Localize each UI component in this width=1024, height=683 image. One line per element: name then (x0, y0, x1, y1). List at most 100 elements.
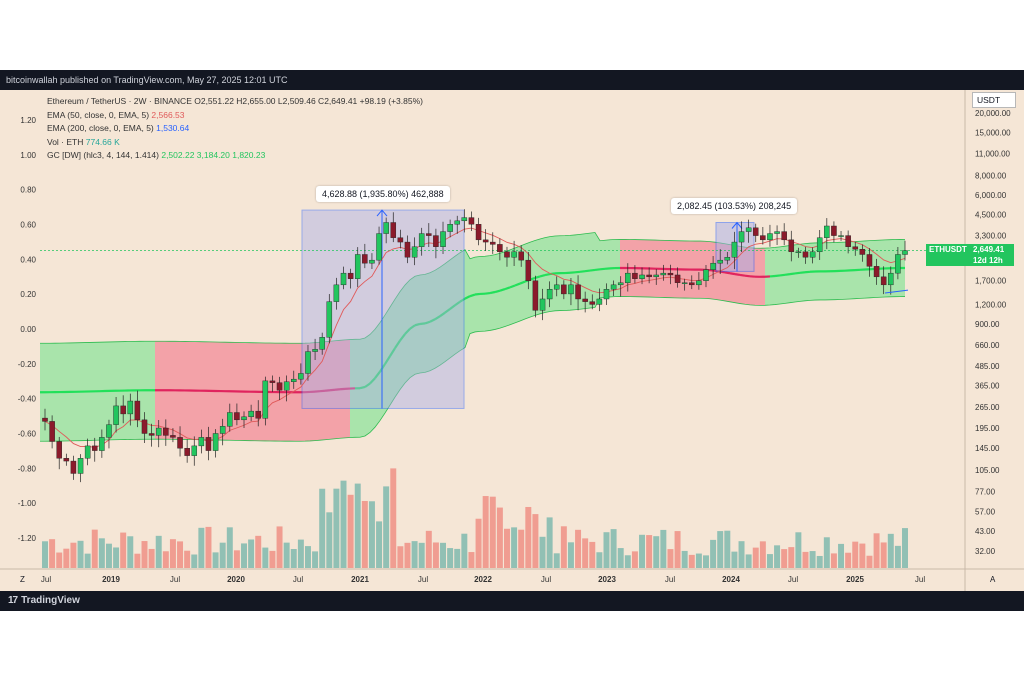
gaussian-center-segment-147 (774, 274, 781, 278)
auto-scale-right-button[interactable]: A (990, 575, 996, 584)
candle-body-1 (49, 421, 55, 442)
volume-bar-9 (105, 543, 112, 568)
candle-body-49 (390, 222, 397, 238)
candle-body-11 (120, 405, 126, 415)
candle-body-97 (731, 241, 738, 258)
candle-body-36 (298, 373, 304, 380)
chart-pane[interactable] (0, 90, 1024, 591)
gaussian-center-segment-86 (469, 293, 476, 298)
volume-bar-19 (177, 541, 184, 568)
price-chart[interactable]: 20,000.00 15,000.00 11,000.00 8,000.00 6,000… (0, 90, 1024, 591)
auto-scale-left-button[interactable]: Z (20, 575, 25, 584)
candle-body-38 (312, 349, 318, 352)
x-axis-tick-3: 2020 (227, 575, 245, 584)
volume-bar-100 (752, 547, 759, 568)
gaussian-center-segment-76 (419, 322, 426, 326)
support-trendline (884, 289, 909, 294)
volume-bar-22 (198, 527, 205, 568)
volume-bar-110 (823, 537, 830, 568)
volume-bar-115 (859, 543, 866, 568)
gc-values: 2,502.22 3,184.20 1,820.23 (161, 150, 266, 161)
x-axis-tick-4: Jul (293, 575, 303, 584)
candle-body-90 (681, 282, 688, 284)
candle-body-73 (561, 284, 567, 295)
right-axis-tick-4: 6,000.00 (975, 191, 1007, 200)
candle-body-46 (369, 259, 375, 264)
left-axis-tick-4: 0.40 (20, 255, 36, 264)
candle-body-78 (596, 298, 603, 305)
gaussian-center-segment-85 (464, 295, 471, 300)
gaussian-center-segment-139 (734, 273, 741, 277)
right-axis-tick-17: 105.00 (975, 466, 1000, 475)
volume-bar-98 (738, 541, 745, 568)
right-axis-tick-1: 15,000.00 (975, 129, 1011, 138)
last-price-tag: ETHUSDT 2,649.41 12d 12h (926, 244, 1014, 266)
currency-button[interactable]: USDT (972, 92, 1016, 108)
volume-bar-102 (766, 554, 773, 568)
footer-brand: TradingView (21, 595, 80, 606)
volume-bar-1 (49, 539, 56, 568)
volume-bar-76 (582, 538, 589, 568)
volume-bar-15 (148, 548, 155, 568)
candle-body-106 (795, 251, 802, 254)
gaussian-center-segment-92 (499, 288, 506, 292)
candle-body-23 (205, 437, 212, 451)
gaussian-center-segment-151 (794, 271, 801, 275)
volume-bar-62 (482, 496, 489, 568)
candle-body-84 (639, 274, 645, 279)
volume-bar-111 (830, 553, 837, 568)
legend-volume-row[interactable]: Vol · ETH 774.66 K (47, 136, 423, 150)
candle-body-95 (717, 259, 723, 264)
gaussian-center-segment-64 (359, 385, 366, 390)
candle-body-96 (724, 257, 731, 261)
volume-bar-54 (425, 530, 432, 568)
volume-bar-38 (312, 551, 319, 568)
candle-body-103 (774, 231, 780, 234)
right-axis-tick-8: 1,700.00 (975, 277, 1007, 286)
candle-body-83 (632, 272, 638, 279)
candle-body-85 (646, 274, 652, 278)
candle-body-29 (248, 410, 254, 418)
volume-bar-34 (283, 542, 290, 568)
candle-body-43 (347, 272, 354, 279)
volume-bar-37 (304, 546, 311, 568)
x-axis-tick-7: 2022 (474, 575, 492, 584)
candle-body-82 (625, 272, 631, 283)
gaussian-center-segment-148 (779, 273, 786, 277)
candle-body-47 (376, 233, 382, 261)
gaussian-center-segment-81 (444, 308, 451, 314)
legend-symbol-row[interactable]: Ethereum / TetherUS · 2W · BINANCE O2,55… (47, 95, 423, 109)
publish-line: bitcoinwallah published on TradingView.c… (6, 75, 288, 85)
x-axis-tick-0: Jul (41, 575, 51, 584)
candle-body-114 (852, 246, 859, 250)
candle-body-39 (319, 337, 325, 350)
legend-ema200-row[interactable]: EMA (200, close, 0, EMA, 5) 1,530.64 (47, 122, 423, 136)
volume-bar-112 (838, 543, 845, 568)
gaussian-center-segment-134 (709, 269, 716, 272)
volume-bar-28 (241, 543, 247, 568)
candle-body-10 (113, 405, 119, 425)
volume-bar-36 (297, 539, 304, 568)
volume-bar-53 (418, 542, 425, 568)
volume-bar-89 (674, 531, 681, 568)
volume-bar-42 (340, 480, 347, 568)
candle-body-8 (99, 437, 105, 451)
candle-body-45 (362, 254, 368, 264)
tradingview-footer: 17 TradingView (0, 591, 1024, 611)
volume-bar-20 (184, 550, 191, 568)
volume-bar-3 (63, 548, 70, 568)
candle-body-51 (404, 241, 411, 258)
x-axis-tick-1: 2019 (102, 575, 120, 584)
left-axis-tick-12: -1.20 (18, 534, 37, 543)
legend-gc-row[interactable]: GC [DW] (hlc3, 4, 144, 1.414) 2,502.22 3… (47, 149, 423, 163)
right-axis-tick-3: 8,000.00 (975, 171, 1007, 180)
candle-body-81 (617, 282, 624, 286)
legend-ema50-row[interactable]: EMA (50, close, 0, EMA, 5) 2,566.53 (47, 109, 423, 123)
gaussian-center-segment-138 (729, 272, 736, 276)
volume-bar-120 (894, 545, 901, 568)
candle-body-115 (859, 249, 866, 255)
gaussian-center-segment-77 (424, 320, 431, 325)
candle-body-121 (902, 250, 908, 255)
gaussian-center-segment-101 (544, 272, 551, 277)
volume-bar-119 (887, 533, 894, 568)
